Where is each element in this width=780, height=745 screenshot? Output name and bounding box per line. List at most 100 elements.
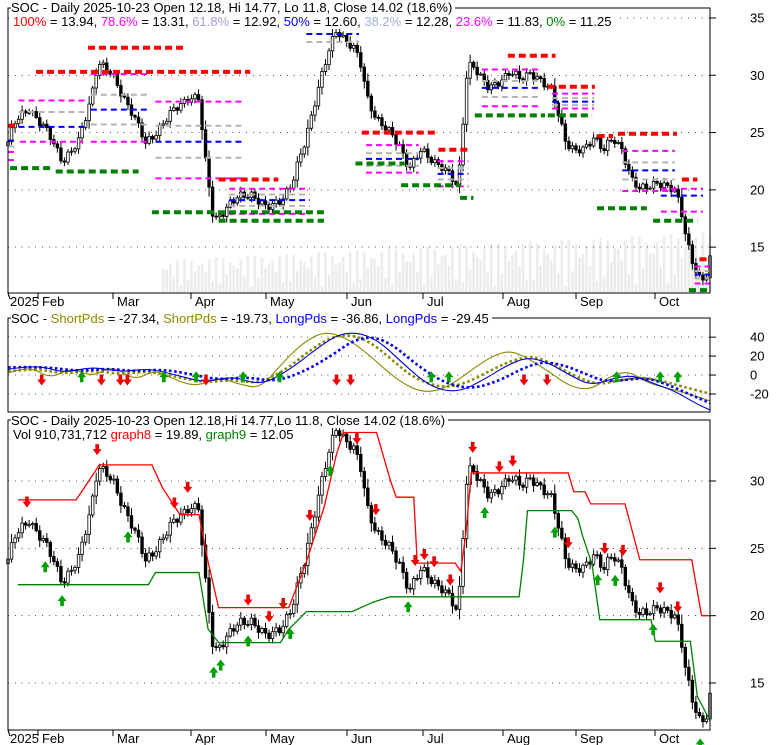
sell-arrow-icon [92, 444, 102, 456]
sell-arrow-icon [600, 542, 610, 554]
middle-panel-border [7, 317, 711, 413]
lower-stop-band-graph9 [17, 509, 711, 722]
upper-stop-band-graph8 [17, 431, 710, 617]
bottom-price-panel[interactable] [6, 426, 712, 745]
buy-arrow-icon [480, 506, 490, 518]
bottom-panel-border [7, 419, 711, 731]
month-label: Jul [427, 294, 444, 309]
top-panel-title: SOC - Daily 2025-10-23 Open 12.18, Hi 14… [11, 1, 456, 15]
buy-arrow-icon [444, 371, 454, 383]
month-label: Aug [507, 731, 530, 745]
month-label: Jun [351, 731, 372, 745]
top-price-panel[interactable] [6, 19, 712, 293]
y-axis-label: 40 [750, 330, 764, 345]
fib-level-label: 78.6% [100, 14, 138, 29]
sell-arrow-icon [618, 544, 628, 556]
sell-arrow-icon [519, 374, 529, 386]
buy-arrow-icon [243, 635, 253, 647]
buy-arrow-icon [648, 624, 658, 636]
volume-legend-part: graph9 [205, 427, 247, 442]
buy-arrow-icon [40, 561, 50, 573]
top-gridlines [8, 17, 710, 248]
buy-arrow-icon [209, 666, 219, 678]
oscillator-title-part: = -29.45 [437, 311, 489, 326]
fib-level-label: 50% [283, 14, 310, 29]
volume-bars [161, 232, 712, 292]
bottom-y-axis: 30 25 20 15 [710, 474, 764, 691]
oscillator-title-part: = -36.86, [326, 311, 386, 326]
month-label: Apr [195, 731, 216, 745]
sell-arrow-icon [419, 549, 429, 561]
buy-arrow-icon [285, 628, 295, 640]
sell-arrow-icon [22, 496, 32, 508]
sell-arrow-icon [201, 374, 211, 386]
buy-arrow-icon [550, 526, 560, 538]
sell-arrow-icon [673, 601, 683, 613]
buy-arrow-icon [159, 371, 169, 383]
sell-arrow-icon [563, 537, 573, 549]
buy-arrow-icon [612, 371, 622, 383]
month-label: Aug [507, 294, 530, 309]
buy-arrow-icon [325, 465, 335, 477]
fib-level-label: 23.6% [455, 14, 493, 29]
sell-arrow-icon [352, 433, 362, 445]
sell-arrow-icon [371, 504, 381, 516]
y-axis-label: 35 [750, 10, 764, 25]
middle-y-axis: 40 20 0 -20 [710, 330, 769, 401]
buy-arrow-icon [77, 371, 87, 383]
month-label: Mar [117, 731, 140, 745]
sell-arrow-icon [278, 597, 288, 609]
month-label: Apr [195, 294, 216, 309]
sell-arrow-icon [655, 582, 665, 594]
month-label: Oct [659, 731, 680, 745]
oscillator-title-part: = -19.73, [216, 311, 276, 326]
month-label: May [270, 294, 295, 309]
month-label: Feb [42, 731, 64, 745]
y-axis-label: 25 [750, 541, 764, 556]
buy-arrow-icon [593, 574, 603, 586]
sell-arrow-icon [542, 374, 552, 386]
top-panel-fib-legend: 100% = 13.94, 78.6% = 13.31, 61.8% = 12.… [13, 14, 615, 29]
top-y-axis: 35 30 25 20 15 [710, 10, 764, 255]
y-axis-label: -20 [750, 386, 769, 401]
fib-level-value: = 11.83, [492, 14, 547, 29]
fib-level-value: = 12.60, [309, 14, 365, 29]
buy-arrow-icon [57, 595, 67, 607]
middle-gridlines [8, 336, 710, 395]
fib-level-value: = 13.31, [137, 14, 193, 29]
sell-arrow-icon [243, 594, 253, 606]
buy-arrow-icon [695, 738, 705, 745]
sell-arrow-icon [115, 374, 125, 386]
buy-arrow-icon [123, 531, 133, 543]
month-label: Jul [427, 731, 444, 745]
sell-arrow-icon [346, 374, 356, 386]
oscillator-line-shortpds-thick [7, 334, 711, 395]
sell-arrow-icon [305, 509, 315, 521]
sell-arrow-icon [169, 497, 179, 509]
sell-arrow-icon [429, 556, 439, 568]
sell-arrow-icon [468, 441, 478, 453]
sell-arrow-icon [445, 574, 455, 586]
oscillator-line-longpds-thin [7, 332, 711, 411]
month-label: May [270, 731, 295, 745]
fib-level-value: = 12.92, [229, 14, 284, 29]
month-label: Jun [351, 294, 372, 309]
y-axis-label: 15 [750, 240, 764, 255]
sell-arrow-icon [37, 374, 47, 386]
oscillator-title-part: ShortPds [163, 311, 217, 326]
candlesticks [6, 426, 712, 730]
volume-legend-part: = 12.05 [246, 427, 294, 442]
y-axis-label: 15 [750, 676, 764, 691]
volume-legend-part: = 19.89, [151, 427, 206, 442]
y-axis-label: 20 [750, 182, 764, 197]
fib-level-value: = 11.25 [565, 14, 612, 29]
oscillator-title-part: LongPds [275, 311, 327, 326]
candlesticks [6, 28, 712, 287]
year-label: 2025 [10, 294, 39, 309]
oscillator-title-part: ShortPds [50, 311, 105, 326]
fib-level-label: 0% [546, 14, 566, 29]
middle-oscillator-panel[interactable] [7, 332, 711, 411]
buy-arrow-icon [216, 659, 226, 671]
